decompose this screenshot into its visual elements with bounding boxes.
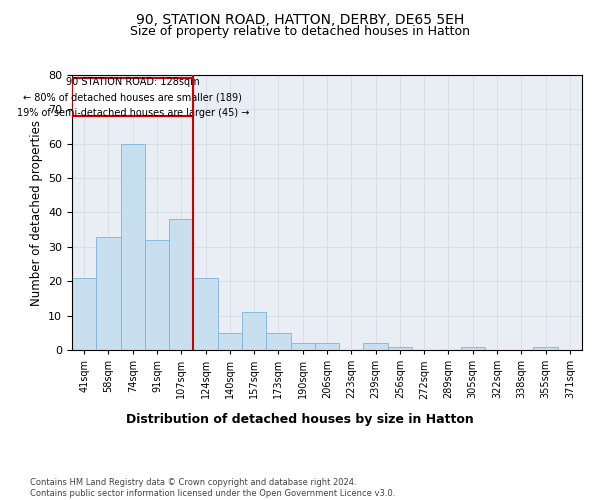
Bar (96, 236, 121, 350)
Text: 90 STATION ROAD: 128sqm
← 80% of detached houses are smaller (189)
19% of semi-d: 90 STATION ROAD: 128sqm ← 80% of detache… (17, 76, 249, 118)
Bar (242, 312, 266, 350)
Bar (193, 278, 218, 350)
Bar (533, 346, 558, 350)
Bar (169, 220, 193, 350)
FancyBboxPatch shape (72, 78, 193, 116)
Bar (388, 346, 412, 350)
Bar (266, 333, 290, 350)
Bar (121, 144, 145, 350)
Text: Distribution of detached houses by size in Hatton: Distribution of detached houses by size … (126, 412, 474, 426)
Bar (364, 343, 388, 350)
Bar (218, 333, 242, 350)
Text: 90, STATION ROAD, HATTON, DERBY, DE65 5EH: 90, STATION ROAD, HATTON, DERBY, DE65 5E… (136, 12, 464, 26)
Y-axis label: Number of detached properties: Number of detached properties (29, 120, 43, 306)
Text: Contains HM Land Registry data © Crown copyright and database right 2024.
Contai: Contains HM Land Registry data © Crown c… (30, 478, 395, 498)
Bar (72, 278, 96, 350)
Bar (461, 346, 485, 350)
Text: Size of property relative to detached houses in Hatton: Size of property relative to detached ho… (130, 25, 470, 38)
Bar (315, 343, 339, 350)
Bar (145, 240, 169, 350)
Bar (290, 343, 315, 350)
